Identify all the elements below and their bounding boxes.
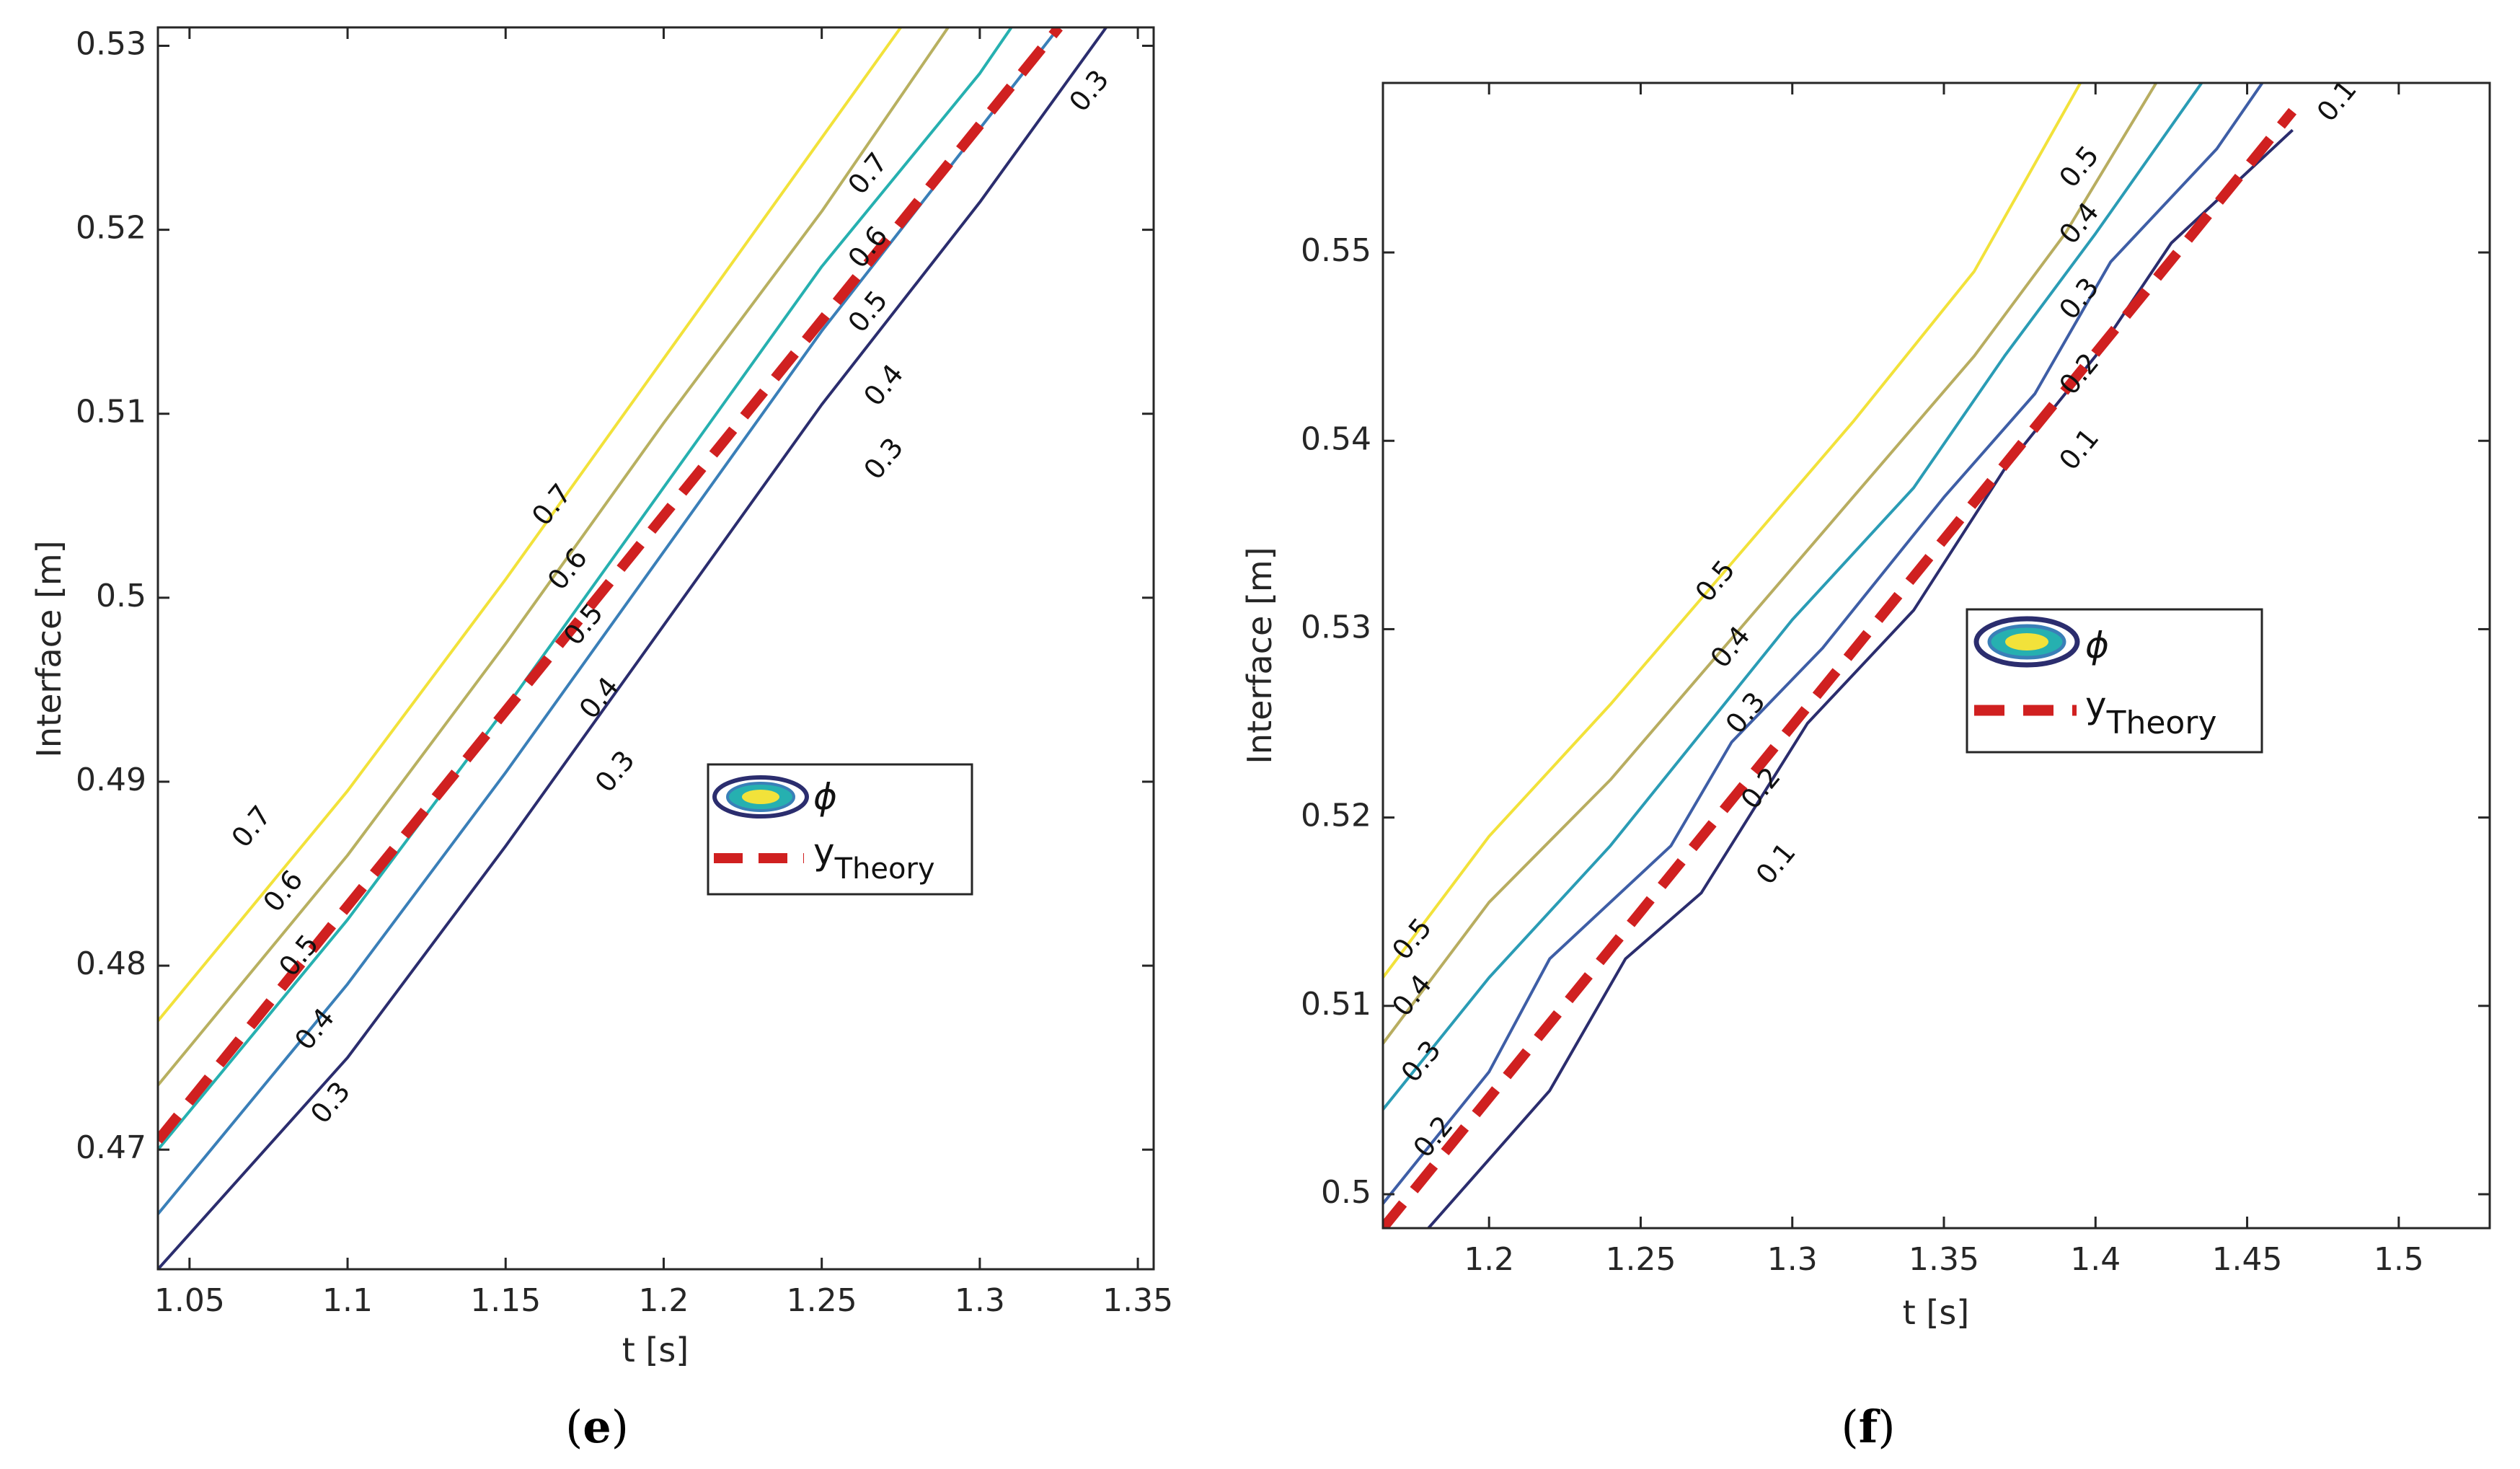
- y-tick-label: 0.5: [96, 578, 146, 614]
- y-tick-label: 0.53: [76, 26, 146, 63]
- y-tick-label: 0.5: [1321, 1174, 1371, 1211]
- y-tick-label: 0.52: [76, 210, 146, 247]
- panel-e-axes-box: [156, 26, 1155, 1271]
- x-tick-label: 1.2: [638, 1282, 689, 1319]
- panel-f-axes-box: [1381, 81, 2491, 1230]
- x-tick-label: 1.3: [1767, 1241, 1818, 1278]
- contour-line-0.6: [158, 27, 950, 1087]
- panel-e-legend-phi: ϕ: [813, 776, 837, 818]
- y-tick-label: 0.55: [1301, 232, 1371, 269]
- y-tick-label: 0.48: [76, 945, 146, 982]
- x-tick-label: 1.35: [1909, 1241, 1979, 1278]
- y-tick-label: 0.47: [76, 1129, 146, 1166]
- y-tick-label: 0.53: [1301, 609, 1371, 645]
- panel-e-theory-layer: [158, 27, 1063, 1144]
- panel-f-ylabel: Interface [m]: [1240, 547, 1279, 764]
- panel-e-legend: ϕ yTheory: [707, 763, 973, 896]
- x-tick-label: 1.05: [154, 1282, 225, 1319]
- contour-line-0.2: [1383, 83, 2264, 1205]
- contour-line-0.5: [1383, 83, 2082, 979]
- contour-line-0.4: [1383, 83, 2158, 1045]
- panel-f-ticks: 1.2 1.25 1.3 1.35 1.4 1.45 1.5 0.5 0.51 0.52 0.53 0…: [1301, 83, 2490, 1278]
- panel-f-legend-phi: ϕ: [2085, 625, 2109, 666]
- contour-line-0.3: [158, 27, 1108, 1269]
- y-tick-label: 0.49: [76, 762, 146, 798]
- y-tick-label: 0.51: [1301, 986, 1371, 1023]
- panel-e-legend-theory-label: yTheory: [813, 831, 935, 886]
- panel-f-legend-phi-icon: [1973, 616, 2080, 668]
- x-tick-label: 1.25: [787, 1282, 857, 1319]
- y-tick-label: 0.52: [1301, 798, 1371, 834]
- y-tick-label: 0.51: [76, 394, 146, 431]
- panel-e-ticks: 1.05 1.1 1.15 1.2 1.25 1.3 1.35 0.47 0.48 0.49 0.5…: [76, 26, 1173, 1319]
- panel-f-label: (f): [1841, 1400, 1895, 1453]
- panel-e-legend-phi-icon: [712, 775, 809, 819]
- x-tick-label: 1.1: [322, 1282, 373, 1319]
- panel-f-theory-layer: [1383, 107, 2297, 1228]
- panel-f-legend-box: [1966, 608, 2263, 754]
- x-tick-label: 1.5: [2374, 1241, 2424, 1278]
- x-tick-label: 1.3: [955, 1282, 1005, 1319]
- y-tick-label: 0.54: [1301, 420, 1371, 457]
- panel-e-label: (e): [565, 1400, 629, 1453]
- panel-f-xlabel: t [s]: [1903, 1293, 1970, 1332]
- panel-e-xlabel: t [s]: [622, 1331, 689, 1369]
- x-tick-label: 1.35: [1102, 1282, 1173, 1319]
- x-tick-label: 1.45: [2212, 1241, 2283, 1278]
- theory-line: [158, 27, 1063, 1144]
- theory-line: [1383, 107, 2297, 1228]
- x-tick-label: 1.4: [2070, 1241, 2121, 1278]
- contour-line-0.7: [158, 27, 902, 1022]
- x-tick-label: 1.15: [470, 1282, 541, 1319]
- panel-f-legend-theory-label: yTheory: [2085, 684, 2216, 741]
- contour-line-0.3: [1383, 83, 2203, 1111]
- x-tick-label: 1.25: [1605, 1241, 1676, 1278]
- panel-e-ylabel: Interface [m]: [30, 540, 68, 757]
- panel-e-contours: [158, 27, 1108, 1269]
- contour-line-0.5: [158, 27, 1013, 1151]
- x-tick-label: 1.2: [1464, 1241, 1514, 1278]
- panel-f-legend: ϕ yTheory: [1966, 608, 2263, 754]
